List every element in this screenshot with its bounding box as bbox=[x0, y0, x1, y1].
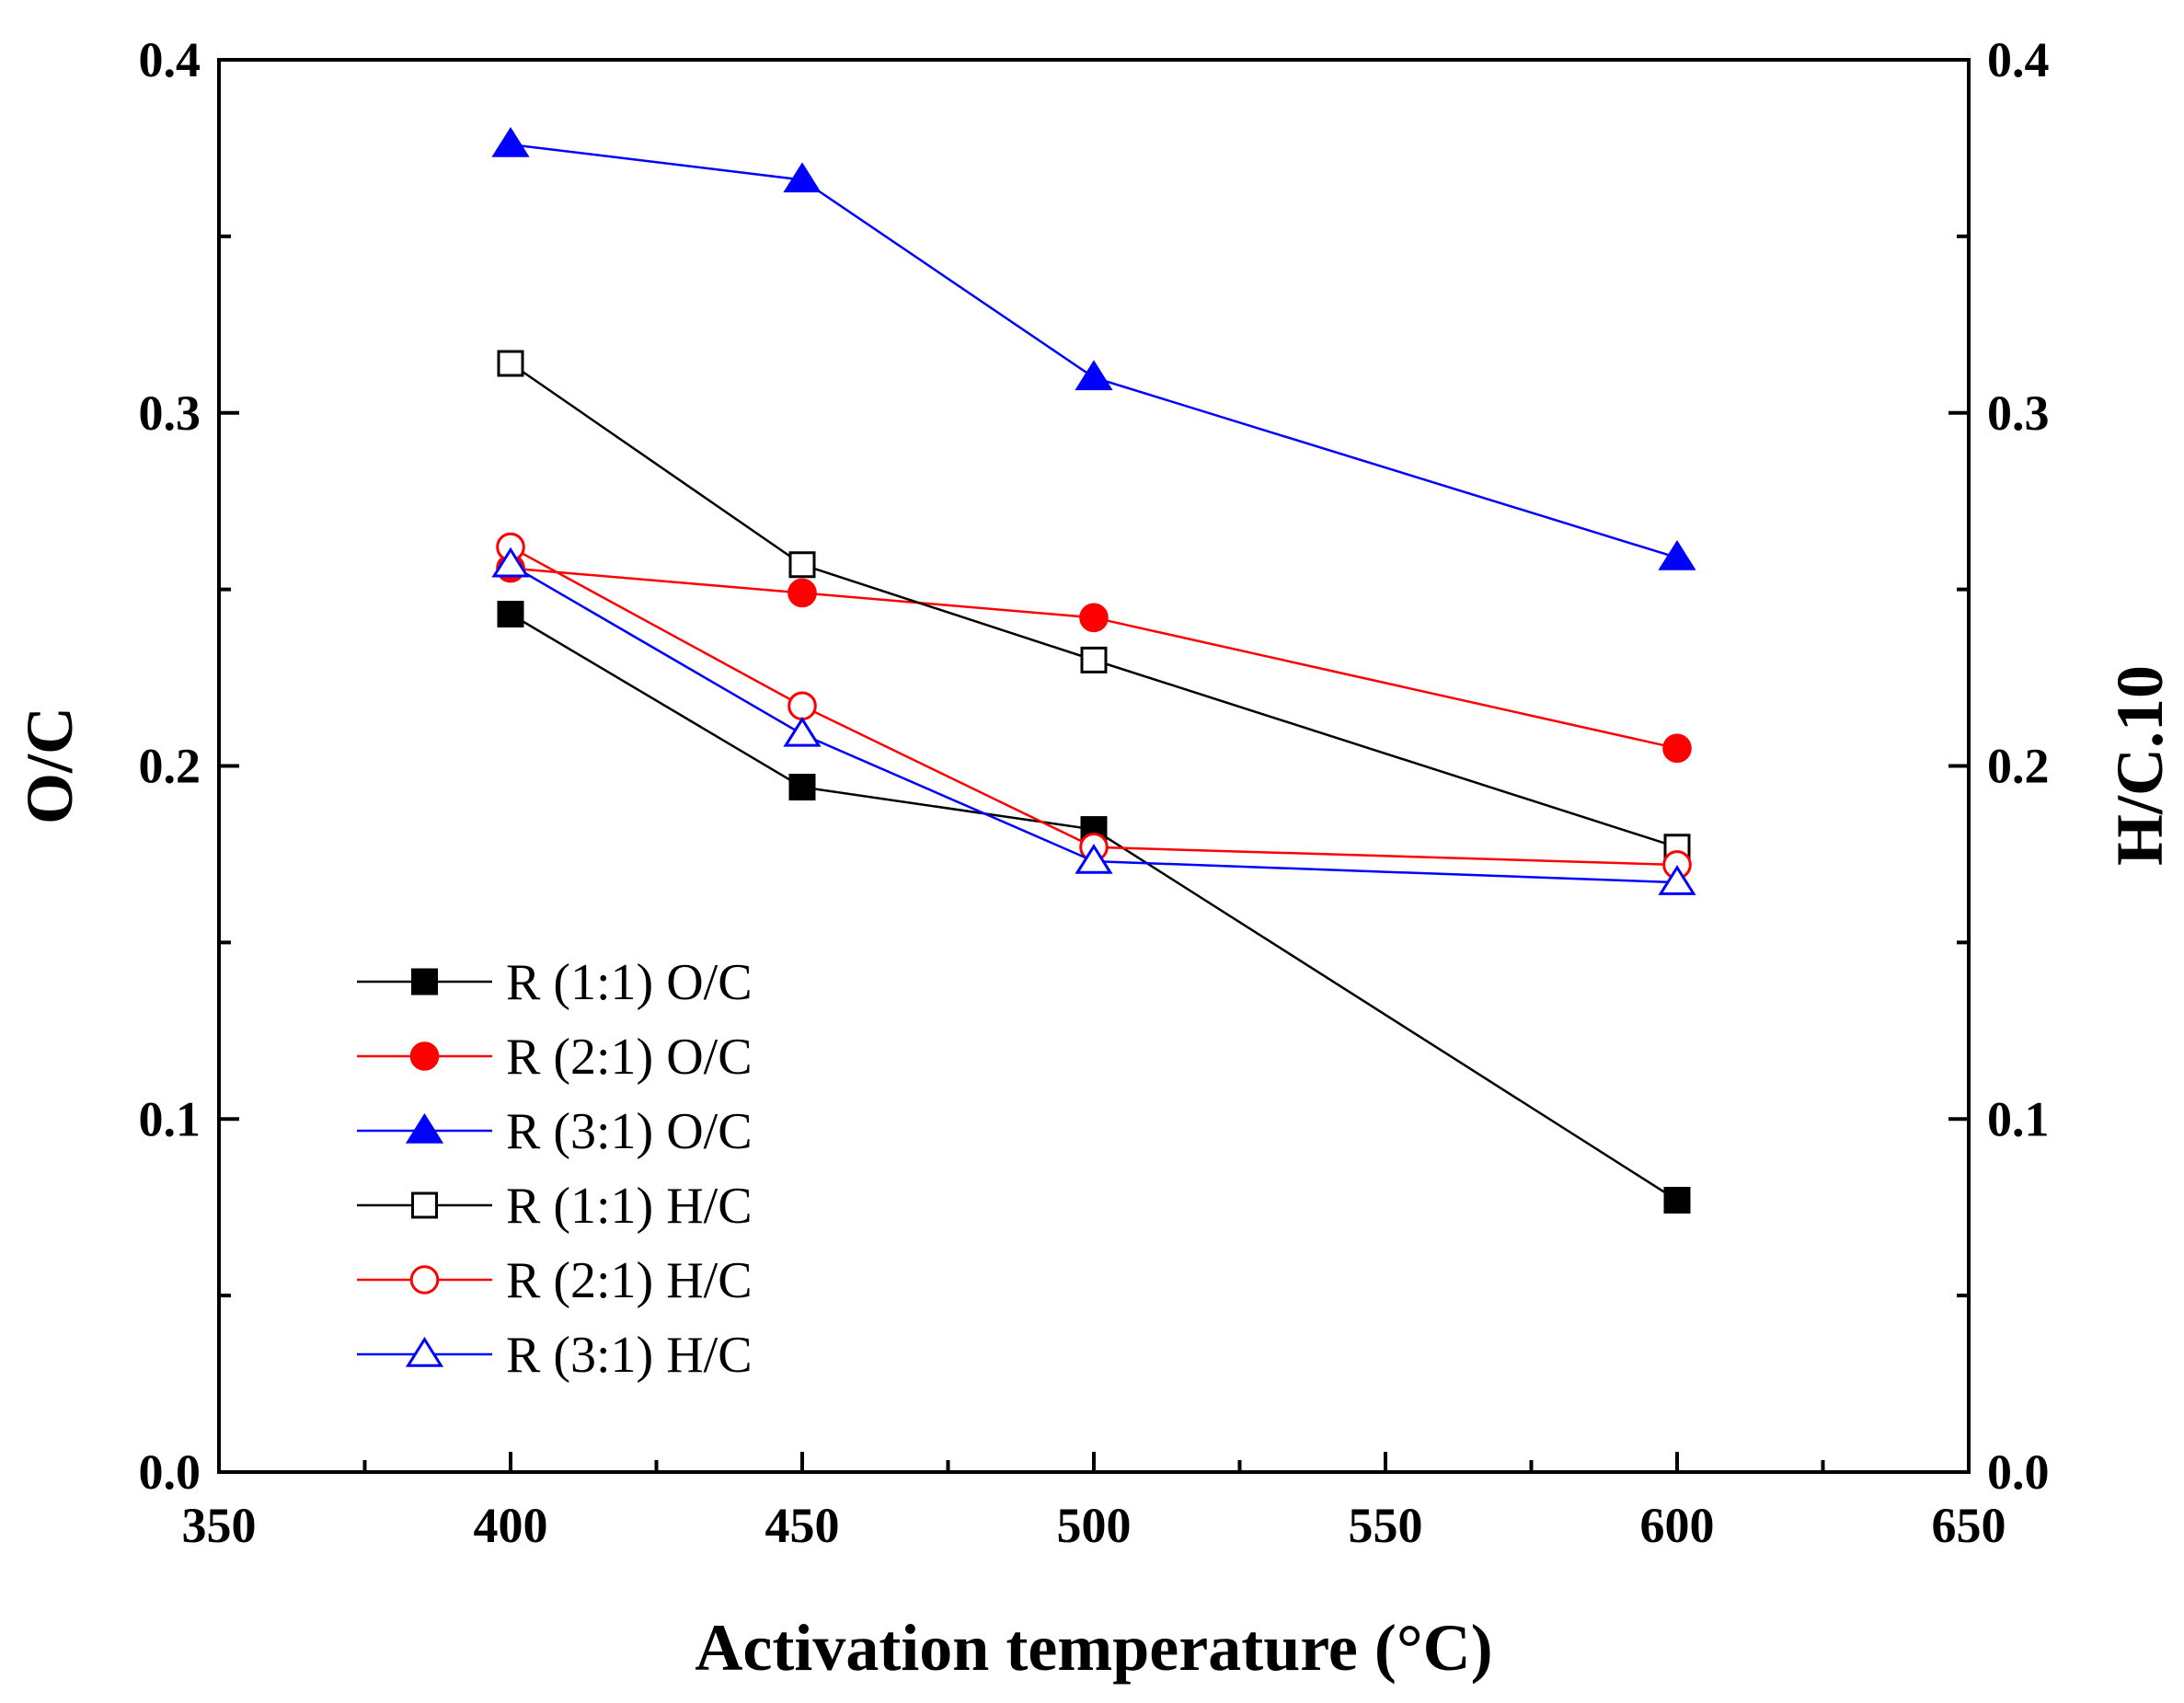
data-point bbox=[1662, 733, 1692, 764]
data-point bbox=[783, 162, 822, 193]
legend-item: R (1:1) O/C bbox=[357, 954, 753, 1011]
legend-item: R (1:1) H/C bbox=[357, 1178, 753, 1235]
series-line bbox=[510, 362, 1678, 848]
series-line bbox=[510, 567, 1678, 750]
series-r-1-1-h-c bbox=[497, 350, 1691, 861]
data-point bbox=[1663, 1187, 1691, 1214]
series-line bbox=[510, 546, 1678, 867]
legend-marker bbox=[411, 968, 438, 995]
data-point bbox=[1080, 646, 1108, 673]
x-tick-label: 550 bbox=[1349, 1498, 1423, 1553]
x-tick-label: 500 bbox=[1057, 1498, 1132, 1553]
x-axis-title: Activation temperature (°C) bbox=[695, 1611, 1492, 1685]
data-point bbox=[788, 551, 816, 579]
series-r-3-1-o-c bbox=[491, 127, 1696, 570]
y-tick-label-left: 0.2 bbox=[139, 739, 201, 794]
legend-label: R (1:1) H/C bbox=[506, 1178, 753, 1235]
y-tick-label-left: 0.4 bbox=[139, 32, 201, 87]
series-layer bbox=[491, 127, 1696, 1214]
data-point bbox=[787, 578, 817, 608]
x-tick-label: 350 bbox=[182, 1498, 257, 1553]
y-ticks bbox=[219, 58, 1969, 1474]
y-tick-label-right: 0.4 bbox=[1987, 32, 2050, 87]
y-tick-labels-right: 0.0 0.1 0.2 0.3 0.4 bbox=[1987, 32, 2050, 1500]
series-line bbox=[510, 143, 1678, 559]
data-point bbox=[1658, 540, 1696, 570]
legend-marker bbox=[411, 1191, 438, 1219]
legend-item: R (2:1) H/C bbox=[357, 1252, 753, 1309]
data-point bbox=[1079, 603, 1109, 633]
data-point bbox=[783, 716, 822, 747]
x-tick-label: 450 bbox=[765, 1498, 840, 1553]
series-line bbox=[510, 563, 1678, 884]
x-ticks bbox=[217, 1452, 1971, 1472]
legend-marker bbox=[405, 1336, 444, 1367]
data-point bbox=[787, 691, 817, 721]
legend-label: R (1:1) O/C bbox=[506, 954, 753, 1011]
data-point bbox=[1075, 844, 1113, 874]
series-line bbox=[510, 613, 1678, 1202]
series-r-3-1-h-c bbox=[491, 547, 1696, 895]
y-tick-label-right: 0.1 bbox=[1987, 1091, 2050, 1146]
data-point bbox=[497, 600, 524, 627]
legend-label: R (3:1) H/C bbox=[506, 1327, 753, 1384]
series-r-2-1-h-c bbox=[496, 532, 1692, 880]
legend-marker bbox=[405, 1112, 444, 1144]
data-point bbox=[1658, 865, 1696, 895]
data-point bbox=[491, 127, 530, 157]
data-point bbox=[491, 547, 530, 578]
y-tick-label-right: 0.3 bbox=[1987, 385, 2050, 441]
legend: R (1:1) O/C R (2:1) O/C R (3:1) O/C R (1:1)… bbox=[357, 954, 753, 1384]
y-tick-label-left: 0.1 bbox=[139, 1091, 201, 1146]
y-tick-label-left: 0.0 bbox=[139, 1444, 201, 1500]
y-tick-label-left: 0.3 bbox=[139, 385, 201, 441]
legend-label: R (3:1) O/C bbox=[506, 1103, 753, 1160]
plot-area bbox=[217, 58, 1971, 1474]
legend-marker bbox=[409, 1041, 440, 1071]
x-tick-labels: 350 400 450 500 550 600 650 bbox=[182, 1498, 2006, 1553]
legend-item: R (3:1) O/C bbox=[357, 1103, 753, 1160]
legend-item: R (2:1) O/C bbox=[357, 1029, 753, 1086]
legend-label: R (2:1) O/C bbox=[506, 1029, 753, 1086]
data-point bbox=[1075, 360, 1113, 391]
data-point bbox=[788, 774, 816, 801]
data-point bbox=[497, 350, 524, 377]
y-tick-labels-left: 0.0 0.1 0.2 0.3 0.4 bbox=[139, 32, 201, 1500]
legend-item: R (3:1) H/C bbox=[357, 1327, 753, 1384]
x-tick-label: 650 bbox=[1932, 1498, 2006, 1553]
legend-marker bbox=[409, 1265, 440, 1295]
x-tick-label: 400 bbox=[474, 1498, 548, 1553]
legend-label: R (2:1) H/C bbox=[506, 1252, 753, 1309]
y-tick-label-right: 0.0 bbox=[1987, 1444, 2050, 1500]
y-tick-label-right: 0.2 bbox=[1987, 739, 2050, 794]
y-axis-title-right: H/C.10 bbox=[2103, 665, 2177, 866]
y-axis-title-left: O/C bbox=[13, 707, 86, 824]
x-tick-label: 600 bbox=[1640, 1498, 1715, 1553]
